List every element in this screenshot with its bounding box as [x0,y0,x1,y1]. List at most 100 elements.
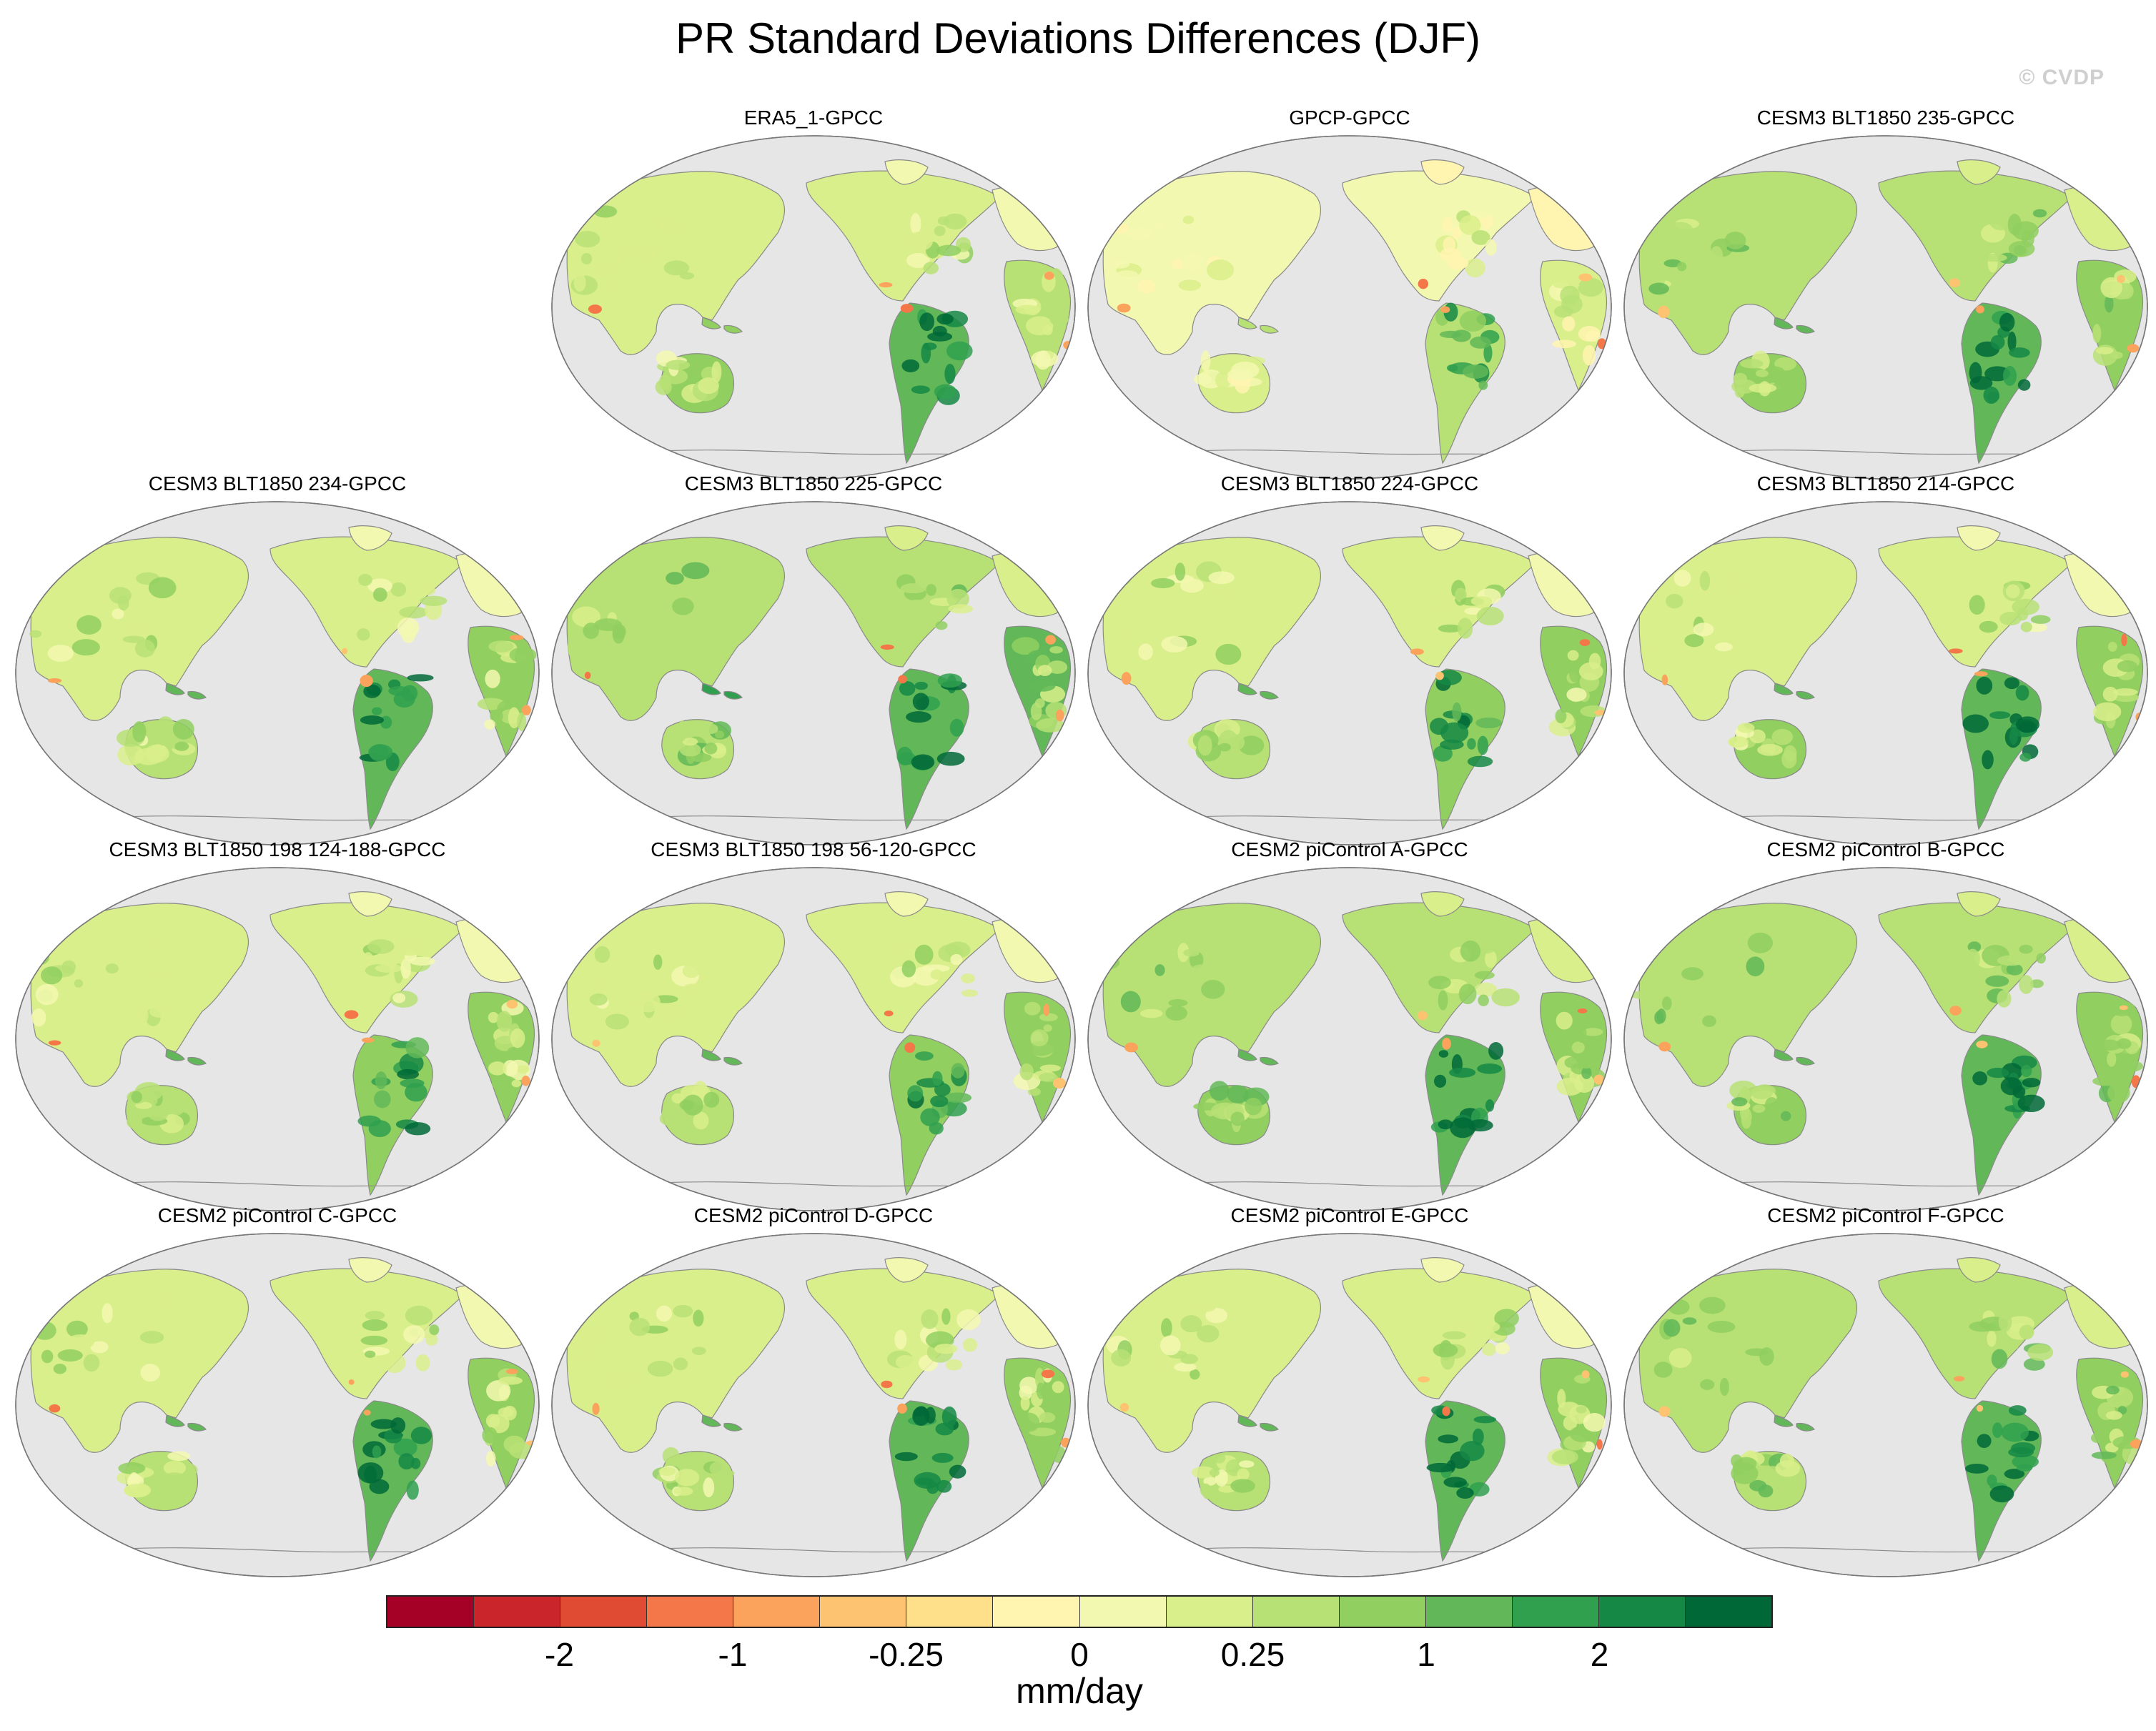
variability-blotch [1482,1321,1500,1332]
variability-blotch [1154,964,1165,976]
variability-blotch [1734,386,1745,398]
variability-blotch [1740,359,1764,369]
variability-blotch [1731,1462,1759,1484]
variability-blotch [158,1292,168,1314]
variability-blotch [1555,709,1567,724]
variability-blotch [911,754,935,770]
variability-blotch [358,574,372,586]
variability-blotch [661,1004,683,1022]
variability-blotch [1483,343,1493,363]
variability-blotch [1039,1072,1058,1082]
negative-difference-spot [521,705,531,715]
variability-blotch [1661,996,1672,1011]
variability-blotch [1699,570,1711,591]
variability-blotch [2017,1094,2045,1112]
negative-difference-spot [1045,635,1056,645]
variability-blotch [76,615,102,635]
map-border [551,501,1076,845]
variability-blotch [949,718,964,737]
variability-blotch [907,232,934,252]
variability-blotch [1209,1081,1230,1101]
variability-blotch [120,1356,130,1366]
land-greenland [884,159,929,185]
variability-blotch [1215,371,1232,389]
variability-blotch [2093,702,2122,722]
negative-difference-spot [48,1040,61,1046]
land-greenland [1957,525,2001,551]
variability-blotch [1649,645,1661,655]
colorbar-box [993,1597,1080,1627]
variability-blotch [1999,312,2015,332]
colorbar-tick-label: 2 [1590,1636,1609,1673]
land-maritime [1774,683,1815,700]
map-border [1623,135,2148,480]
variability-blotch [47,645,74,662]
variability-blotch [375,963,403,973]
variability-blotch [1984,602,2005,617]
land-greenland [884,525,929,551]
land-greenland [884,1257,929,1283]
variability-blotch [637,243,658,264]
negative-difference-spot [584,671,591,680]
variability-blotch [2112,688,2138,696]
variability-blotch [2107,641,2117,652]
variability-blotch [943,213,967,229]
negative-difference-spot [1578,273,1593,282]
variability-blotch [622,244,638,257]
variability-blotch [371,707,382,715]
negative-difference-spot [1119,1403,1129,1412]
panel-title: CESM2 piControl E-GPCC [1230,1204,1469,1226]
variability-blotch [1750,1086,1774,1099]
negative-difference-spot [880,644,894,650]
variability-blotch [2107,1082,2130,1103]
variability-blotch [1485,1099,1495,1112]
variability-blotch [132,1111,142,1134]
variability-blotch [1569,1426,1594,1442]
variability-blotch [1745,1348,1769,1356]
land-australia [1734,1085,1807,1146]
variability-blotch [1698,1296,1726,1314]
variability-blotch [1989,711,2011,719]
panel-title: CESM3 BLT1850 198 56-120-GPCC [651,838,976,860]
negative-difference-spot [592,1039,600,1047]
variability-blotch [703,1477,715,1498]
variability-blotch [1221,936,1248,952]
variability-blotch [1438,990,1448,1011]
land-greenland [1420,159,1465,185]
land-greenland [1957,159,2001,185]
variability-blotch [1700,1379,1715,1390]
map-panel [551,867,1076,1211]
variability-blotch [1771,382,1786,394]
variability-blotch [147,1106,169,1121]
variability-blotch [365,1311,385,1320]
panel-title: CESM3 BLT1850 214-GPCC [1756,472,2015,495]
negative-difference-spot [1658,1406,1671,1417]
variability-blotch [1178,279,1202,291]
variability-blotch [508,1046,525,1054]
variability-blotch [2012,1454,2039,1469]
map-panel [1623,135,2148,480]
variability-blotch [945,1359,963,1371]
map-border [1087,867,1612,1211]
negative-difference-spot [342,648,348,655]
variability-blotch [157,716,174,736]
variability-blotch [1580,1061,1593,1069]
variability-blotch [581,1326,605,1344]
variability-blotch [1746,956,1765,977]
variability-blotch [2015,685,2029,701]
variability-blotch [1640,946,1658,956]
variability-blotch [510,1028,525,1048]
variability-blotch [1438,1119,1453,1130]
variability-blotch [1190,1302,1216,1313]
land-maritime [1237,1414,1279,1432]
variability-blotch [1476,606,1504,626]
negative-difference-spot [1596,1439,1603,1450]
variability-blotch [1475,717,1502,729]
variability-blotch [390,582,407,597]
variability-blotch [2015,716,2040,733]
variability-blotch [1027,1041,1055,1056]
variability-blotch [1110,567,1132,586]
variability-blotch [937,673,963,688]
variability-blotch [1435,600,1452,613]
land-maritime [165,683,207,700]
